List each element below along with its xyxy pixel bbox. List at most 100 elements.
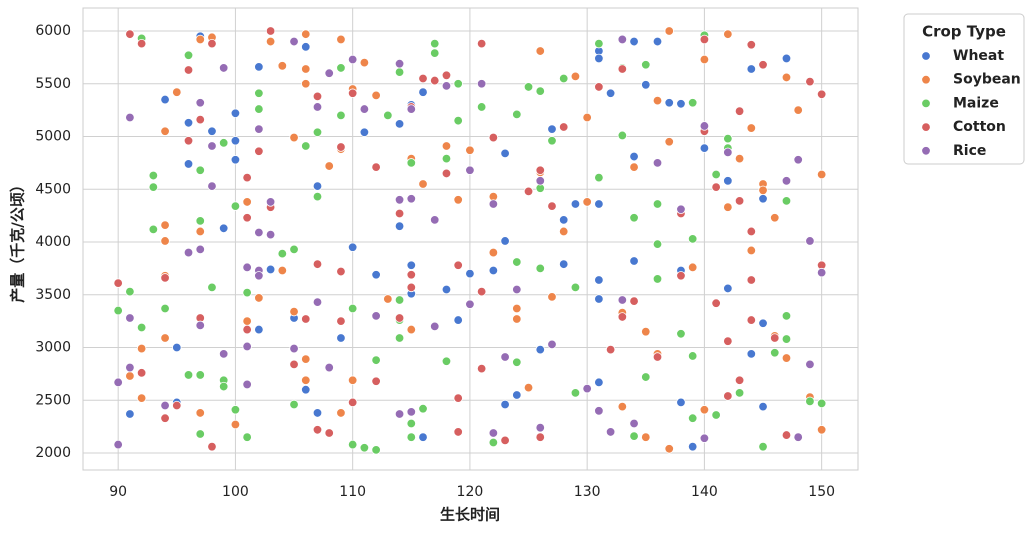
scatter-point <box>125 362 135 373</box>
scatter-point <box>793 155 803 165</box>
scatter-point <box>687 262 698 273</box>
scatter-point <box>183 50 194 60</box>
scatter-point <box>207 38 217 49</box>
scatter-point <box>394 59 405 69</box>
scatter-point <box>242 197 252 207</box>
scatter-point <box>324 362 334 373</box>
scatter-point <box>699 143 710 153</box>
scatter-point <box>371 355 381 365</box>
scatter-point <box>359 127 370 137</box>
scatter-point <box>687 234 698 244</box>
scatter-point <box>629 151 639 162</box>
scatter-point <box>289 399 299 410</box>
scatter-point <box>136 343 147 354</box>
scatter-point <box>629 213 639 223</box>
scatter-point <box>582 112 592 123</box>
scatter-point <box>488 247 499 258</box>
scatter-point <box>347 439 358 450</box>
scatter-point <box>324 68 334 78</box>
scatter-point <box>441 70 452 81</box>
scatter-point <box>160 94 170 105</box>
scatter-point <box>512 257 522 267</box>
y-tick-label: 4500 <box>35 181 71 197</box>
scatter-point <box>113 305 123 316</box>
scatter-point <box>441 141 452 151</box>
scatter-point <box>230 201 241 211</box>
scatter-point <box>453 315 463 325</box>
scatter-point <box>441 284 452 295</box>
scatter-point <box>781 430 792 440</box>
scatter-point <box>770 333 780 343</box>
scatter-point <box>816 425 827 435</box>
scatter-point <box>535 432 545 442</box>
scatter-point <box>652 199 663 209</box>
scatter-point <box>500 352 510 362</box>
scatter-point <box>383 294 393 304</box>
scatter-point <box>734 388 745 398</box>
scatter-point <box>523 186 534 197</box>
scatter-point <box>617 312 628 322</box>
scatter-point <box>770 213 780 223</box>
scatter-point <box>734 196 745 206</box>
scatter-point <box>183 247 194 258</box>
x-axis-label: 生长时间 <box>440 506 500 524</box>
scatter-point <box>559 122 569 132</box>
scatter-point <box>324 161 334 171</box>
scatter-point <box>559 215 569 225</box>
scatter-point <box>781 334 792 344</box>
scatter-point <box>383 110 393 121</box>
scatter-point <box>559 226 569 237</box>
legend-title: Crop Type <box>922 23 1006 41</box>
scatter-point <box>136 322 147 333</box>
scatter-point <box>641 432 651 442</box>
scatter-point <box>500 435 510 446</box>
scatter-point <box>605 88 616 98</box>
scatter-point <box>500 399 510 410</box>
scatter-point <box>476 363 487 374</box>
scatter-point <box>453 79 463 89</box>
scatter-point <box>512 390 522 400</box>
scatter-point <box>723 202 733 212</box>
scatter-point <box>453 260 463 270</box>
scatter-point <box>629 418 639 429</box>
scatter-point <box>535 86 545 96</box>
scatter-point <box>160 236 170 246</box>
scatter-point <box>453 427 463 437</box>
scatter-point <box>242 316 252 326</box>
scatter-point <box>289 306 299 317</box>
scatter-point <box>394 313 405 323</box>
scatter-point <box>336 266 346 277</box>
scatter-point <box>734 153 745 164</box>
scatter-point <box>617 130 628 141</box>
scatter-point <box>172 87 182 97</box>
scatter-point <box>242 262 252 273</box>
scatter-point <box>781 353 792 363</box>
scatter-point <box>793 432 803 442</box>
scatter-point <box>723 29 733 39</box>
scatter-point <box>125 371 135 381</box>
scatter-point <box>781 53 792 64</box>
scatter-point <box>301 42 311 52</box>
scatter-point <box>347 242 358 252</box>
scatter-point <box>301 64 311 74</box>
scatter-point <box>711 169 721 180</box>
scatter-point <box>207 126 217 136</box>
scatter-point <box>125 286 135 297</box>
scatter-point <box>136 38 147 49</box>
scatter-point <box>207 141 217 151</box>
scatter-point <box>594 294 604 304</box>
scatter-point <box>629 431 639 441</box>
scatter-point <box>746 349 757 359</box>
scatter-point <box>781 72 792 83</box>
scatter-point <box>183 118 194 128</box>
scatter-point <box>394 195 405 205</box>
scatter-point <box>664 137 674 147</box>
scatter-point <box>371 445 381 455</box>
scatter-point <box>289 359 299 370</box>
scatter-point <box>324 428 334 438</box>
scatter-point <box>617 34 628 45</box>
scatter-point <box>230 419 241 430</box>
scatter-point <box>629 36 639 47</box>
scatter-point <box>723 176 733 186</box>
